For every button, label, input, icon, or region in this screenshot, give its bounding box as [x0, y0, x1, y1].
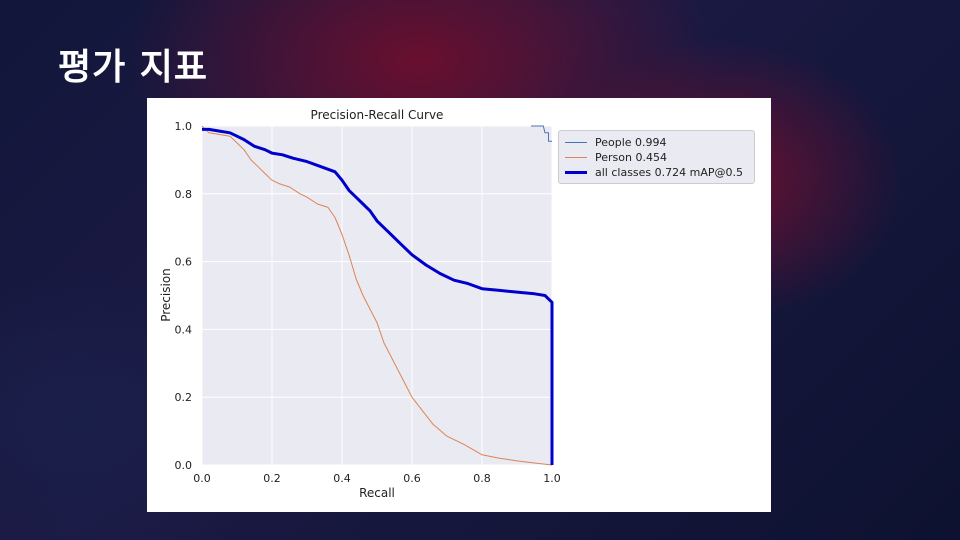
series-line-person: [201, 125, 553, 466]
legend-swatch-person: [565, 157, 587, 158]
x-tick-label: 1.0: [543, 472, 561, 485]
y-tick-label: 0.4: [175, 323, 193, 336]
legend-swatch-all-classes: [565, 171, 587, 174]
chart-title: Precision-Recall Curve: [311, 108, 444, 122]
y-axis-label: Precision: [159, 268, 173, 322]
x-axis-label: Recall: [359, 486, 395, 500]
plot-background: [202, 126, 552, 465]
x-tick-label: 0.6: [403, 472, 421, 485]
y-tick-label: 1.0: [175, 120, 193, 133]
legend-item-people: People 0.994: [565, 135, 667, 150]
y-tick-label: 0.0: [175, 459, 193, 472]
x-tick-label: 0.4: [333, 472, 351, 485]
legend-label-people: People 0.994: [595, 136, 667, 149]
legend-item-person: Person 0.454: [565, 150, 667, 165]
x-tick-label: 0.8: [473, 472, 491, 485]
x-tick-label: 0.0: [193, 472, 211, 485]
y-tick-label: 0.6: [175, 256, 193, 269]
pr-curve-figure: 0.0 0.2 0.4 0.6 0.8 1.0 0.0 0.2 0.4 0.6 0.8 1.0 Pre…: [147, 98, 771, 512]
y-tick-label: 0.8: [175, 188, 193, 201]
legend-swatch-people: [565, 142, 587, 143]
legend-item-all-classes: all classes 0.724 mAP@0.5: [565, 165, 743, 180]
series-line-people: [531, 125, 552, 142]
pr-curve-chart: 0.0 0.2 0.4 0.6 0.8 1.0 0.0 0.2 0.4 0.6 0.8 1.0 Pre…: [159, 108, 561, 500]
slide-title: 평가 지표: [58, 47, 209, 88]
series-line-all-classes: [202, 127, 554, 465]
legend-label-all-classes: all classes 0.724 mAP@0.5: [595, 166, 744, 179]
legend-label-person: Person 0.454: [595, 151, 667, 164]
x-tick-label: 0.2: [263, 472, 281, 485]
chart-legend: People 0.994 Person 0.454 all classes 0.…: [558, 130, 755, 184]
y-tick-label: 0.2: [175, 391, 193, 404]
